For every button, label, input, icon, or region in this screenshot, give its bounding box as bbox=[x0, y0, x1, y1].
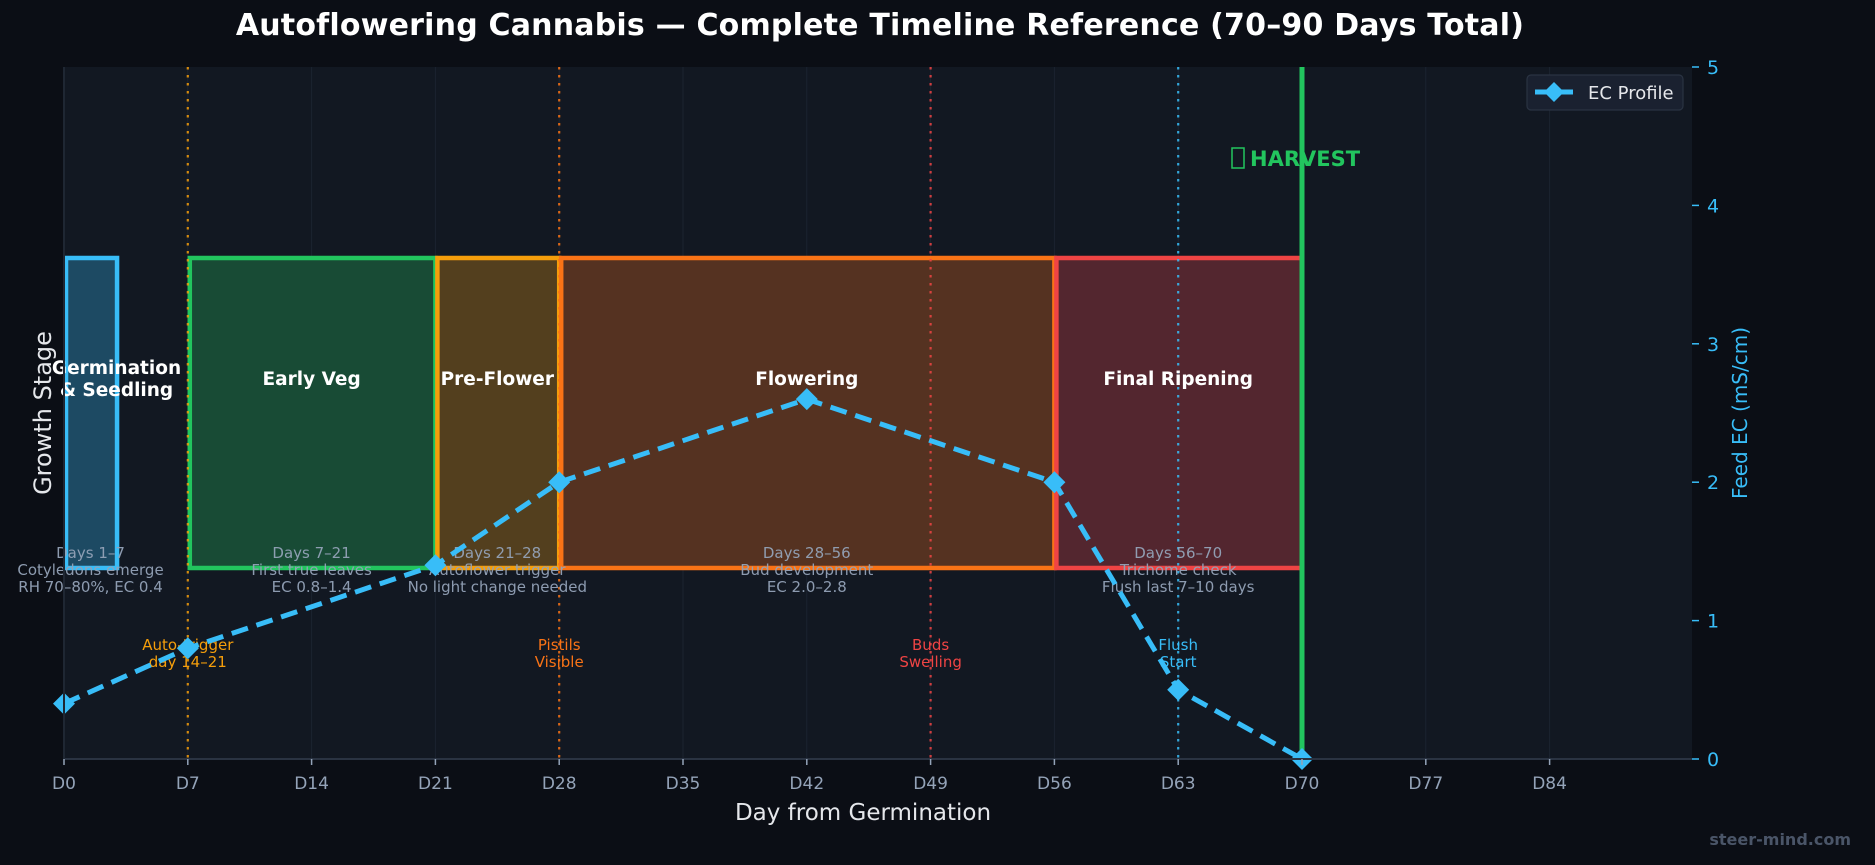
stage-box bbox=[558, 255, 1057, 571]
stage-notes: Germination& Seedling Early Veg Pre-Flower… bbox=[17, 358, 1254, 671]
stage-note: EC 0.8–1.4 bbox=[272, 578, 352, 596]
x-tick-label: D63 bbox=[1161, 774, 1196, 794]
y-tick-label: 0 bbox=[1707, 749, 1719, 771]
stage-note: Days 28–56 bbox=[763, 544, 851, 562]
stage-label: Flowering bbox=[755, 369, 858, 390]
marker-label: Start bbox=[1160, 653, 1197, 671]
y-tick-label: 2 bbox=[1707, 472, 1719, 494]
x-tick-label: D28 bbox=[542, 774, 577, 794]
stage-label: Final Ripening bbox=[1103, 369, 1253, 390]
watermark: steer-mind.com bbox=[1709, 830, 1851, 849]
harvest-line: HARVEST bbox=[1231, 67, 1361, 759]
marker-label: Visible bbox=[535, 653, 584, 671]
ec-point bbox=[424, 554, 447, 577]
ec-line bbox=[62, 396, 1304, 762]
chart-title: Autoflowering Cannabis — Complete Timeli… bbox=[235, 8, 1525, 43]
stage-note: Autoflower trigger bbox=[429, 561, 566, 579]
y-tick-label: 1 bbox=[1707, 611, 1719, 633]
ec-point bbox=[1167, 678, 1190, 701]
stage-note: Days 1–7 bbox=[56, 544, 125, 562]
leaf-icon bbox=[1231, 147, 1245, 169]
x-axis-label: Day from Germination bbox=[735, 800, 991, 826]
x-tick-label: D0 bbox=[52, 774, 76, 794]
stage-note: EC 2.0–2.8 bbox=[767, 578, 847, 596]
marker-label: Buds bbox=[912, 636, 949, 654]
stage-boxes bbox=[63, 255, 1305, 571]
stage-note: RH 70–80%, EC 0.4 bbox=[18, 578, 163, 596]
x-tick-label: D56 bbox=[1037, 774, 1072, 794]
ec-point bbox=[795, 388, 818, 411]
y-axis-left-label: Growth Stage bbox=[29, 331, 57, 495]
stage-box bbox=[435, 255, 562, 571]
stage-note: Days 56–70 bbox=[1134, 544, 1222, 562]
stage-label: & Seedling bbox=[60, 380, 173, 401]
x-tick-label: D35 bbox=[666, 774, 701, 794]
stage-note: Days 7–21 bbox=[272, 544, 350, 562]
stage-box bbox=[187, 255, 438, 571]
x-tick-label: D21 bbox=[418, 774, 453, 794]
stage-label: Pre-Flower bbox=[441, 369, 555, 390]
ec-point bbox=[1043, 471, 1066, 494]
y-axis-right-label: Feed EC (mS/cm) bbox=[1728, 327, 1752, 499]
stage-note: Cotyledons emerge bbox=[17, 561, 163, 579]
stage-note: Trichome check bbox=[1119, 561, 1237, 579]
stage-note: First true leaves bbox=[251, 561, 372, 579]
x-tick-label: D49 bbox=[913, 774, 948, 794]
marker-label: Swelling bbox=[899, 653, 962, 671]
diamond-icon bbox=[1544, 82, 1564, 102]
stage-note: Days 21–28 bbox=[453, 544, 541, 562]
axes: D0 D7 D14 D21 D28 D35 D42 D49 D56 D63 D70 D77 D84 0 1 2… bbox=[29, 57, 1752, 826]
ec-point bbox=[176, 637, 199, 660]
legend-box bbox=[1526, 74, 1684, 111]
y-tick-label: 5 bbox=[1707, 57, 1719, 79]
stage-note: Bud development bbox=[740, 561, 873, 579]
stage-box bbox=[63, 255, 120, 571]
stage-note: Flush last 7–10 days bbox=[1102, 578, 1255, 596]
y-tick-label: 4 bbox=[1707, 195, 1719, 217]
x-tick-label: D84 bbox=[1532, 774, 1567, 794]
stage-note: No light change needed bbox=[408, 578, 587, 596]
harvest-label: HARVEST bbox=[1250, 147, 1361, 171]
legend-label: EC Profile bbox=[1588, 83, 1674, 104]
y-tick-label: 3 bbox=[1707, 334, 1719, 356]
legend: EC Profile bbox=[1526, 74, 1684, 111]
stage-label: Early Veg bbox=[263, 369, 361, 390]
marker-label: Flush bbox=[1158, 636, 1198, 654]
x-tick-label: D70 bbox=[1285, 774, 1320, 794]
x-tick-label: D77 bbox=[1408, 774, 1443, 794]
marker-label: Pistils bbox=[538, 636, 581, 654]
stage-label: Germination bbox=[52, 358, 181, 379]
x-tick-label: D7 bbox=[176, 774, 200, 794]
ec-point bbox=[548, 471, 571, 494]
x-tick-label: D14 bbox=[294, 774, 329, 794]
x-tick-label: D42 bbox=[789, 774, 824, 794]
